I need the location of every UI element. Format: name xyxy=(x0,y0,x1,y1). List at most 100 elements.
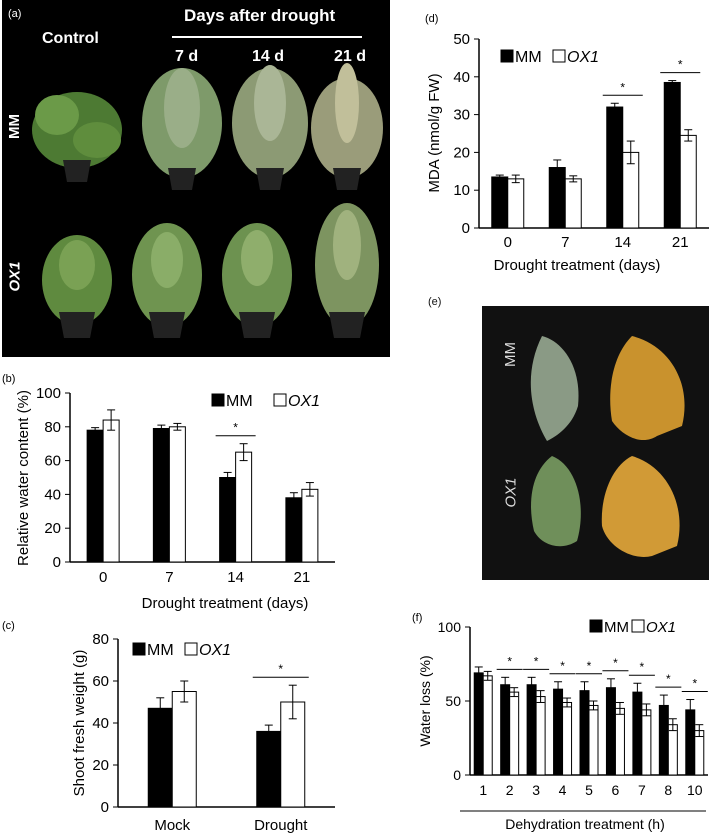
leaf-mm-dried xyxy=(610,336,685,441)
panel-e-label: (e) xyxy=(428,296,442,308)
y-axis-label-d: MDA (nmol/g FW) xyxy=(426,73,443,192)
x-axis-label-b: Drought treatment (days) xyxy=(142,595,309,612)
leaf-mm-fresh xyxy=(530,336,579,441)
bar-d-MM xyxy=(606,106,624,229)
y-tick-label-b: 80 xyxy=(44,419,61,436)
bar-b-OX1 xyxy=(235,451,253,563)
bar-f-MM xyxy=(500,684,511,776)
legend-swatch-OX1 xyxy=(184,642,198,656)
y-tick-label-d: 50 xyxy=(453,31,470,48)
bar-f-OX1 xyxy=(588,704,599,776)
x-tick-label-f: 10 xyxy=(687,782,703,798)
bar-f-OX1 xyxy=(667,724,678,776)
legend-label-OX1: OX1 xyxy=(288,393,320,410)
bar-c-MM xyxy=(147,707,173,808)
y-tick-label-c: 80 xyxy=(92,631,109,648)
significance-star-d: * xyxy=(678,58,683,72)
legend-swatch-MM xyxy=(211,393,225,407)
days-after-drought-header: Days after drought xyxy=(184,6,336,25)
chart-b: (b) 0 20 40 60 80 100 0 7 14 * 21 MM OX1 Relative wate… xyxy=(2,373,335,612)
significance-star-f: * xyxy=(640,660,645,674)
significance-star-f: * xyxy=(666,672,671,686)
panel-label-c: (c) xyxy=(2,620,15,632)
control-label: Control xyxy=(42,30,99,47)
panel-label-b: (b) xyxy=(2,373,15,385)
x-tick-label-f: 4 xyxy=(559,782,567,798)
legend-label-MM: MM xyxy=(515,49,542,66)
header-underline xyxy=(172,36,362,38)
chart-f: (f) 0 50 100 1 2 * 3 * 4 * 5 * 6 * 7 * 8 * 10 * MM OX1 Water lo… xyxy=(412,612,708,832)
leaf-ox1-fresh xyxy=(531,456,581,547)
y-tick-label-d: 10 xyxy=(453,182,470,199)
bar-b-OX1 xyxy=(168,426,186,563)
bar-f-OX1 xyxy=(641,709,652,776)
significance-star-f: * xyxy=(507,654,512,668)
plant-mm-control xyxy=(32,92,122,182)
y-tick-label-c: 0 xyxy=(101,799,109,816)
significance-star-f: * xyxy=(587,659,592,673)
legend-swatch-OX1 xyxy=(631,619,645,633)
legend-swatch-OX1 xyxy=(552,49,566,63)
panel-label-f: (f) xyxy=(412,612,422,624)
y-tick-label-b: 100 xyxy=(36,385,61,402)
y-axis-label-b: Relative water content (%) xyxy=(15,390,32,566)
x-tick-label-b: 7 xyxy=(165,569,173,586)
plant-ox1-7d xyxy=(132,223,202,338)
y-tick-label-b: 0 xyxy=(53,554,61,571)
legend-label-OX1: OX1 xyxy=(567,49,599,66)
day-label-14: 14 d xyxy=(252,48,285,65)
bar-b-MM xyxy=(219,477,237,563)
x-tick-label-b: 0 xyxy=(99,569,107,586)
day-label-21: 21 d xyxy=(334,48,367,65)
bar-d-OX1 xyxy=(679,134,697,229)
bar-d-MM xyxy=(491,176,509,229)
bar-f-OX1 xyxy=(614,707,625,776)
y-tick-label-d: 40 xyxy=(453,69,470,86)
panel-e: (e) MM OX1 xyxy=(420,292,709,582)
bar-c-MM xyxy=(256,730,282,808)
day-label-7: 7 d xyxy=(175,48,199,65)
bar-b-OX1 xyxy=(301,488,319,563)
plant-mm-14d xyxy=(232,65,308,190)
leaf-ox1-dried xyxy=(601,456,680,557)
significance-star-d: * xyxy=(620,80,625,94)
y-tick-label-b: 20 xyxy=(44,520,61,537)
x-tick-label-d: 21 xyxy=(672,234,689,251)
chart-c: (c) 0 20 40 60 80 Mock Drought * MM OX1 Shoot fresh… xyxy=(2,620,335,834)
y-tick-label-f: 100 xyxy=(438,619,462,635)
y-tick-label-d: 20 xyxy=(453,144,470,161)
bar-f-MM xyxy=(526,684,537,776)
y-tick-label-f: 0 xyxy=(453,767,461,783)
significance-star-f: * xyxy=(613,656,618,670)
y-tick-label-c: 40 xyxy=(92,715,109,732)
x-tick-label-c: Drought xyxy=(254,817,308,834)
bar-d-MM xyxy=(548,167,566,229)
legend-label-MM: MM xyxy=(147,642,174,659)
bar-f-MM xyxy=(605,687,616,776)
panel-e-photo: MM OX1 xyxy=(482,306,709,580)
bar-f-MM xyxy=(632,691,643,776)
y-axis-label-f: Water loss (%) xyxy=(417,655,433,746)
legend-swatch-OX1 xyxy=(273,393,287,407)
legend-label-OX1: OX1 xyxy=(199,642,231,659)
legend-swatch-MM xyxy=(132,642,146,656)
x-tick-label-b: 14 xyxy=(227,569,244,586)
plant-ox1-14d xyxy=(222,223,292,338)
y-tick-label-c: 20 xyxy=(92,757,109,774)
panel-label-d: (d) xyxy=(425,13,438,25)
x-tick-label-f: 3 xyxy=(532,782,540,798)
bar-b-MM xyxy=(285,497,303,563)
significance-star-f: * xyxy=(534,654,539,668)
y-tick-label-d: 0 xyxy=(462,220,470,237)
significance-star-f: * xyxy=(692,677,697,691)
chart-d: (d) 0 10 20 30 40 50 0 7 14 * 21 * MM OX1 MDA (nmol/g F… xyxy=(425,13,709,274)
significance-star-b: * xyxy=(233,421,238,435)
panel-a-label: (a) xyxy=(8,8,22,20)
y-tick-label-d: 30 xyxy=(453,107,470,124)
plant-ox1-21d xyxy=(315,203,379,338)
bar-b-MM xyxy=(86,429,104,563)
bar-f-OX1 xyxy=(482,675,493,776)
plant-mm-21d xyxy=(311,63,383,190)
y-tick-label-b: 40 xyxy=(44,486,61,503)
significance-star-f: * xyxy=(560,659,565,673)
